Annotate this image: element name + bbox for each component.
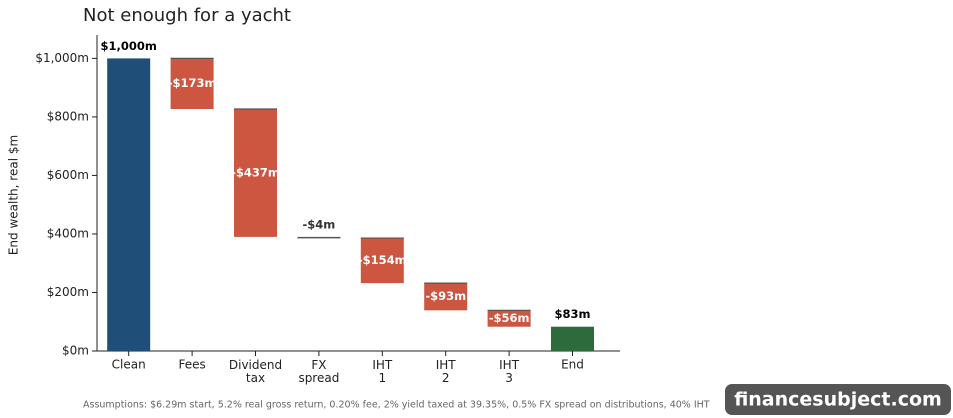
watermark: financesubject.com bbox=[734, 389, 942, 411]
bar bbox=[551, 326, 594, 351]
value-label: -$4m bbox=[303, 217, 336, 231]
bar bbox=[234, 109, 277, 237]
bar bbox=[297, 236, 341, 239]
y-tick-label: $200m bbox=[47, 285, 89, 299]
x-tick-label: IHT 1 bbox=[372, 358, 393, 385]
value-label: $1,000m bbox=[101, 39, 157, 53]
y-tick-label: $1,000m bbox=[35, 51, 89, 65]
bar bbox=[170, 58, 214, 110]
x-tick-label: Clean bbox=[112, 358, 146, 372]
y-tick-label: $600m bbox=[47, 168, 89, 182]
value-label: $83m bbox=[555, 307, 591, 321]
y-tick-label: $400m bbox=[47, 226, 89, 240]
x-tick-label: FX spread bbox=[298, 358, 339, 385]
bar bbox=[487, 310, 531, 327]
chart-title: Not enough for a yacht bbox=[83, 5, 291, 26]
bar bbox=[107, 58, 151, 351]
x-tick-label: End bbox=[561, 358, 584, 372]
value-label: -$173m bbox=[168, 76, 217, 90]
watermark-box bbox=[725, 384, 951, 415]
value-label: -$93m bbox=[425, 289, 466, 303]
x-tick-label: Dividend tax bbox=[229, 358, 282, 385]
value-label: -$56m bbox=[489, 311, 530, 325]
x-tick-label: IHT 3 bbox=[499, 358, 520, 385]
bar bbox=[360, 238, 404, 284]
y-axis-label: End wealth, real $m bbox=[7, 135, 21, 255]
y-tick-label: $0m bbox=[62, 344, 89, 358]
y-tick-label: $800m bbox=[47, 109, 89, 123]
x-tick-label: Fees bbox=[178, 358, 205, 372]
x-tick-label: IHT 2 bbox=[436, 358, 457, 385]
bar bbox=[424, 283, 468, 311]
footnote: Assumptions: $6.29m start, 5.2% real gro… bbox=[83, 400, 710, 411]
value-label: -$154m bbox=[358, 253, 407, 267]
value-label: -$437m bbox=[231, 165, 280, 179]
